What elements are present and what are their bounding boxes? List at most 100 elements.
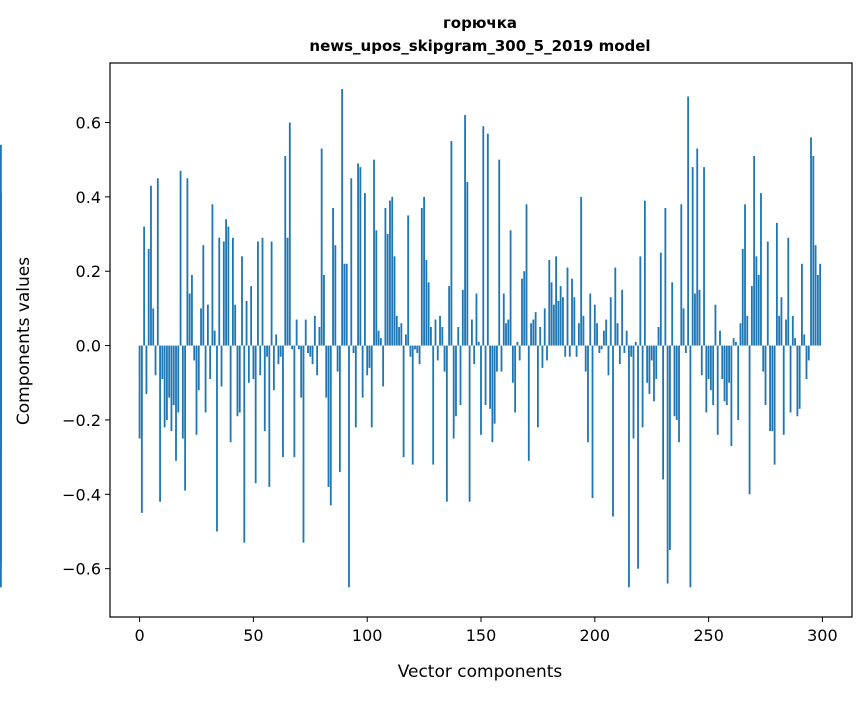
bar — [655, 345, 658, 380]
chart-subtitle: news_upos_skipgram_300_5_2019 model — [309, 37, 650, 55]
bar — [188, 293, 191, 346]
bar — [172, 345, 175, 406]
bar — [272, 345, 275, 391]
bar — [418, 345, 421, 365]
bar — [511, 345, 514, 383]
bar — [564, 345, 567, 357]
bar — [634, 341, 637, 346]
bar — [730, 345, 733, 446]
bar — [559, 286, 562, 346]
bar — [486, 133, 489, 346]
bar — [439, 315, 441, 346]
bar — [252, 345, 255, 380]
bar — [466, 181, 469, 346]
y-axis-label: Components values — [14, 257, 34, 425]
bar — [680, 204, 683, 346]
bar — [234, 304, 237, 346]
bar — [293, 345, 296, 458]
bar — [477, 341, 480, 346]
bar — [150, 185, 152, 346]
bar — [216, 345, 218, 532]
bar — [764, 345, 767, 406]
x-tick-label: 300 — [807, 626, 838, 645]
bar — [377, 330, 380, 346]
bar — [177, 345, 180, 413]
bar — [359, 167, 362, 346]
bar — [530, 323, 532, 346]
bar — [320, 148, 323, 346]
bar — [593, 304, 596, 346]
bar — [603, 330, 605, 346]
bar — [694, 293, 696, 346]
bar — [525, 204, 528, 346]
bar — [812, 155, 815, 346]
bar — [147, 248, 150, 346]
bar — [459, 345, 462, 406]
bar — [247, 345, 250, 383]
bar — [539, 326, 542, 346]
bar — [725, 345, 728, 406]
bar — [621, 289, 624, 346]
bar — [555, 256, 558, 346]
bar — [628, 345, 630, 588]
bar — [571, 278, 573, 346]
bar — [557, 300, 560, 346]
bar — [543, 308, 546, 346]
bar — [423, 196, 426, 346]
bar — [400, 323, 403, 346]
bar — [332, 208, 334, 346]
bar — [816, 274, 819, 346]
bar — [338, 345, 341, 472]
bar — [518, 345, 521, 361]
bar — [175, 345, 177, 461]
y-tick-label: −0.4 — [62, 485, 101, 504]
bar — [493, 345, 496, 424]
bar — [678, 345, 680, 443]
chart-title: горючка — [443, 14, 517, 32]
bar — [773, 345, 776, 465]
bar — [386, 234, 389, 346]
bar — [218, 237, 221, 346]
bar — [532, 319, 535, 346]
bar — [0, 345, 2, 380]
bar — [336, 345, 339, 372]
bar — [430, 326, 432, 346]
bar — [389, 200, 391, 346]
bar — [669, 345, 671, 551]
bar — [384, 208, 387, 346]
bar — [737, 345, 740, 420]
bar — [416, 345, 419, 354]
bar — [709, 345, 712, 391]
bar — [138, 345, 141, 439]
x-tick-label: 0 — [134, 626, 144, 645]
bar — [407, 215, 410, 346]
bar — [364, 193, 366, 346]
bar — [298, 345, 300, 350]
bar — [691, 167, 694, 346]
bar — [179, 170, 182, 346]
bar — [498, 159, 501, 346]
bar — [213, 330, 216, 346]
bar — [732, 338, 735, 346]
bar — [391, 196, 394, 346]
bar — [316, 345, 319, 376]
bar — [534, 312, 537, 346]
bar — [505, 323, 507, 346]
bar — [507, 319, 510, 346]
bar — [409, 345, 412, 357]
bar — [582, 315, 585, 346]
bar — [295, 319, 298, 346]
y-tick-label: 0.4 — [76, 188, 101, 207]
bar — [420, 208, 423, 346]
bar — [646, 345, 649, 383]
bar — [500, 345, 503, 372]
bar — [623, 345, 626, 354]
bar — [637, 345, 639, 569]
bar — [473, 345, 476, 365]
x-tick-label: 150 — [466, 626, 497, 645]
bar — [618, 345, 621, 365]
bar — [470, 319, 473, 346]
bar — [282, 345, 284, 458]
bar — [393, 256, 396, 346]
